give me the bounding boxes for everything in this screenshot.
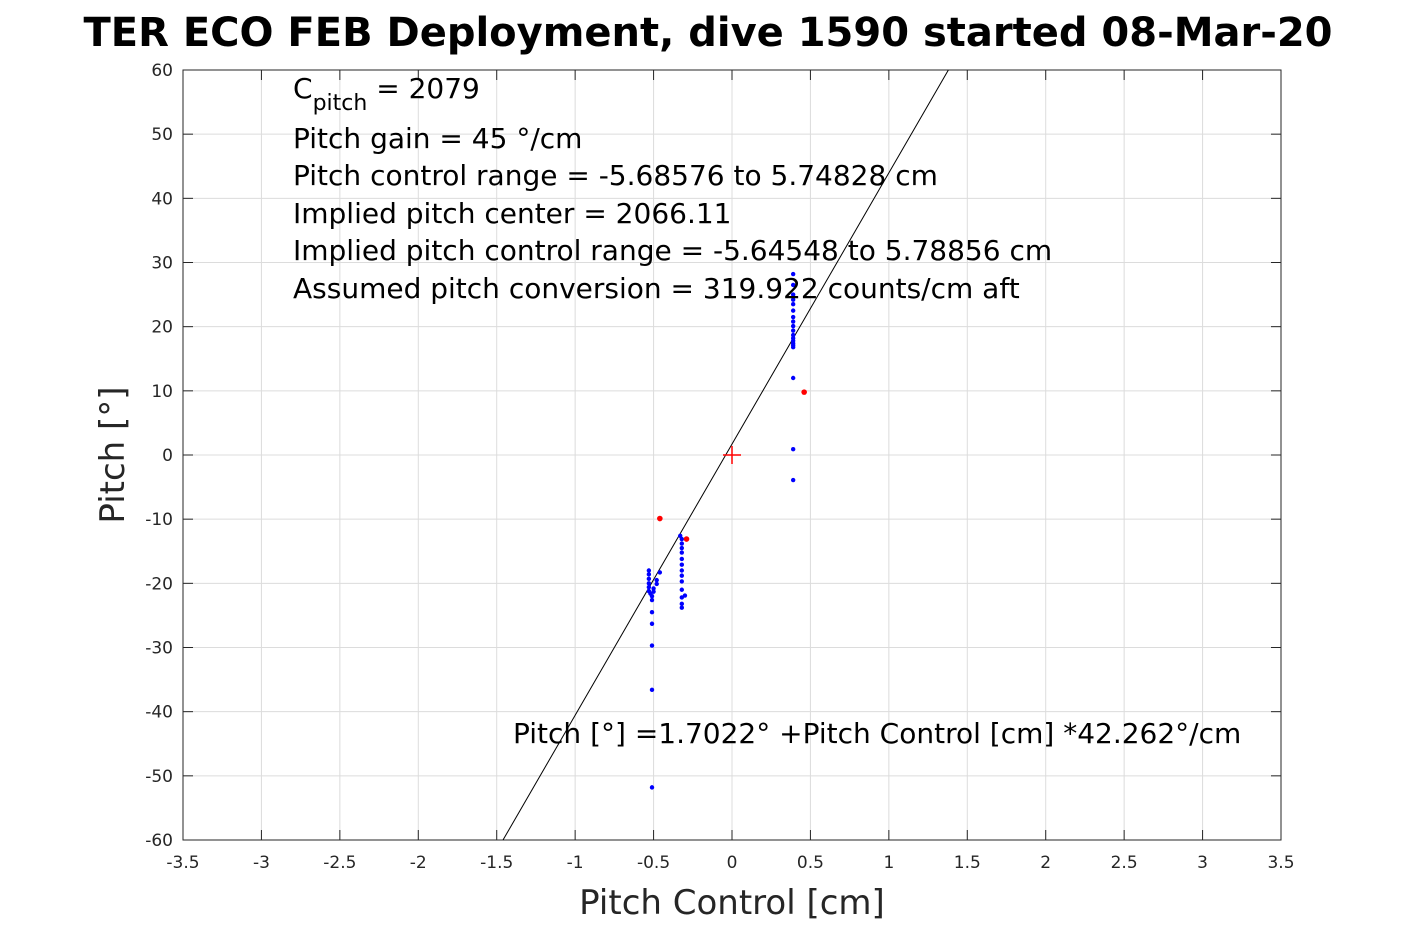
implied-center-annotation: Implied pitch center = 2066.11 [293, 197, 731, 230]
data-point [790, 292, 796, 297]
data-point [790, 314, 796, 320]
data-point [801, 389, 807, 395]
fit-line-group [502, 69, 949, 841]
x-tick-label: -1 [567, 853, 584, 873]
data-point [649, 597, 655, 603]
y-tick-label: 30 [151, 254, 173, 274]
data-point [646, 576, 652, 582]
data-point [790, 282, 796, 288]
y-tick-label: -40 [145, 703, 173, 723]
data-point [679, 573, 685, 578]
x-tick-label: -0.5 [637, 853, 670, 873]
data-point [790, 332, 796, 338]
y-tick-label: 50 [151, 125, 173, 145]
data-point [790, 302, 796, 307]
x-tick-label: -1.5 [480, 853, 513, 873]
data-points [646, 271, 807, 790]
data-point [682, 593, 688, 598]
data-point [649, 610, 655, 615]
x-tick-label: -3.5 [166, 853, 199, 873]
data-point [649, 687, 655, 693]
conversion-annotation: Assumed pitch conversion = 319.922 count… [293, 272, 1020, 305]
annotations: Cpitch = 2079 Pitch gain = 45 °/cm Pitch… [293, 72, 1241, 750]
data-point [679, 601, 685, 607]
data-point [679, 579, 685, 584]
y-axis-label: Pitch [°] [93, 386, 133, 523]
x-tick-label: 2 [1040, 853, 1051, 873]
data-point [679, 587, 685, 592]
data-point [683, 536, 690, 542]
cpitch-annotation: Cpitch = 2079 [293, 72, 480, 116]
y-tick-label: -60 [145, 831, 173, 851]
data-point [790, 328, 796, 333]
y-tick-label: 0 [162, 446, 173, 466]
data-point [651, 589, 656, 594]
implied-range-annotation: Implied pitch control range = -5.64548 t… [293, 234, 1052, 267]
y-tick-label: 60 [151, 61, 173, 81]
x-tick-label: 1 [883, 853, 894, 873]
data-point [679, 536, 685, 542]
x-tick-label: 3 [1197, 853, 1208, 873]
pitch-gain-annotation: Pitch gain = 45 °/cm [293, 122, 582, 155]
data-point [790, 345, 796, 350]
data-point [654, 581, 659, 587]
data-point [679, 550, 685, 555]
data-point [790, 447, 796, 452]
ticks: -3.5 -3 -2.5 -2 -1.5 -1 -0.5 0 0.5 1 1.5 2 2.5 3 3.5 60… [145, 61, 1294, 873]
fit-equation-annotation: Pitch [°] =1.7022° +Pitch Control [cm] *… [513, 717, 1241, 750]
data-point [790, 477, 796, 483]
y-tick-label: 10 [151, 382, 173, 402]
data-point [679, 568, 685, 573]
x-tick-label: -3 [253, 853, 270, 873]
x-tick-label: 3.5 [1267, 853, 1294, 873]
data-point [646, 584, 652, 590]
x-tick-label: -2.5 [323, 853, 356, 873]
y-tick-label: -50 [145, 767, 173, 787]
plot-frame [182, 69, 1282, 841]
chart-title: TER ECO FEB Deployment, dive 1590 starte… [83, 10, 1332, 56]
data-point [790, 323, 796, 329]
data-point [679, 541, 685, 546]
data-point [679, 556, 685, 562]
data-point [649, 643, 655, 648]
data-point [646, 568, 652, 573]
y-tick-label: -10 [145, 510, 173, 530]
x-tick-label: -2 [410, 853, 427, 873]
data-point [679, 605, 685, 610]
data-point [651, 586, 656, 591]
data-point [679, 562, 685, 567]
data-point [657, 515, 663, 522]
x-tick-label: 0 [727, 853, 738, 873]
data-point [649, 785, 655, 790]
x-tick-label: 0.5 [797, 853, 824, 873]
data-point [646, 581, 652, 586]
control-range-annotation: Pitch control range = -5.68576 to 5.7482… [293, 159, 938, 192]
x-tick-label: 1.5 [954, 853, 981, 873]
data-point [790, 297, 796, 302]
y-tick-label: -20 [145, 574, 173, 594]
data-point [657, 570, 663, 575]
data-point [654, 577, 659, 583]
data-point [649, 621, 655, 626]
x-axis-label: Pitch Control [cm] [579, 883, 885, 923]
data-point [679, 545, 685, 551]
data-point [646, 572, 652, 577]
y-tick-label: -30 [145, 639, 173, 659]
x-tick-label: 2.5 [1111, 853, 1138, 873]
y-tick-label: 40 [151, 189, 173, 209]
data-point [790, 271, 796, 277]
data-point [790, 319, 796, 324]
data-point [790, 375, 796, 381]
data-point [790, 308, 796, 313]
data-point [649, 593, 655, 599]
y-tick-label: 20 [151, 318, 173, 338]
